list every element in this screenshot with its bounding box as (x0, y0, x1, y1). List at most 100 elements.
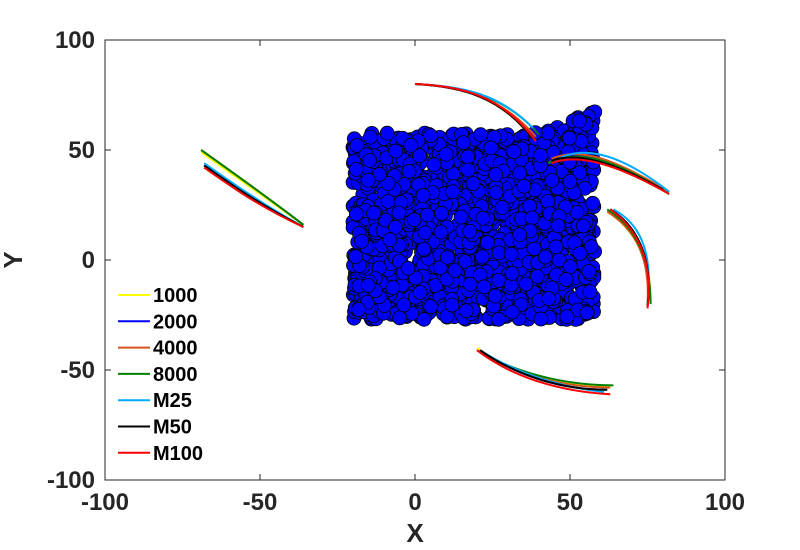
particle (360, 277, 376, 293)
particle (416, 311, 432, 327)
x-tick-label: 100 (705, 489, 745, 516)
y-tick-label: 0 (82, 247, 95, 274)
particle (540, 193, 556, 209)
particle (460, 162, 476, 178)
particle (348, 161, 364, 177)
particle (559, 309, 575, 325)
particle (426, 157, 442, 173)
particle (512, 165, 528, 181)
trajectory-m100 (609, 208, 650, 309)
particle (561, 130, 577, 146)
legend: 1000 2000 4000 8000 M25 M50 M100 (118, 285, 203, 465)
particle (392, 310, 408, 326)
particle (533, 147, 548, 163)
x-tick-label: -100 (81, 489, 129, 516)
particle (362, 129, 378, 145)
particle (412, 285, 428, 300)
particle (533, 311, 549, 327)
legend-label-m25: M25 (153, 390, 192, 412)
particle (473, 127, 489, 143)
particle (524, 210, 540, 226)
trajectory-m100 (414, 83, 537, 142)
legend-label-8000: 8000 (153, 364, 198, 386)
y-tick-label: -100 (47, 467, 95, 494)
legend-label-2000: 2000 (153, 311, 198, 333)
particle (572, 245, 588, 261)
particle (380, 175, 396, 191)
particle (518, 276, 534, 292)
particle (391, 205, 407, 221)
particle (348, 249, 364, 265)
particle (479, 235, 495, 251)
particle (433, 224, 449, 240)
particle (506, 144, 522, 160)
particle (474, 249, 490, 265)
particle (491, 245, 507, 261)
particle (491, 272, 507, 288)
particle-cloud (345, 104, 603, 327)
particle (348, 206, 364, 222)
particle (462, 223, 478, 239)
legend-label-m50: M50 (153, 417, 192, 439)
particle (349, 138, 365, 153)
y-axis-label: Y (0, 251, 28, 268)
x-axis-label: X (406, 518, 424, 548)
particle (544, 172, 560, 188)
particle (504, 266, 520, 281)
particle (488, 185, 504, 201)
y-tick-label: 100 (55, 27, 95, 54)
particle (366, 205, 382, 221)
x-tick-label: 50 (557, 489, 584, 516)
particle (438, 146, 454, 162)
x-tick-label: -50 (243, 489, 278, 516)
particle (487, 288, 503, 304)
particle (579, 305, 595, 321)
particle (562, 173, 578, 189)
particle (400, 260, 416, 276)
particle (537, 249, 553, 265)
particle (541, 291, 556, 306)
legend-label-m100: M100 (153, 443, 203, 465)
y-tick-label: 50 (68, 137, 95, 164)
tick-labels: -100 -50 0 50 100 -100 -50 0 50 100 (47, 27, 745, 516)
particle (488, 167, 504, 183)
particle (572, 113, 587, 129)
particle (388, 143, 404, 159)
particle (562, 259, 578, 275)
particle (379, 125, 395, 141)
particle (550, 218, 566, 234)
particle (460, 149, 476, 165)
particle (483, 140, 499, 156)
particle (455, 135, 471, 151)
particle (382, 232, 398, 248)
particle (583, 239, 599, 255)
particle (516, 178, 532, 194)
particle (417, 225, 433, 241)
particle (548, 239, 564, 255)
trajectory-m50 (479, 349, 608, 391)
particle (423, 299, 439, 315)
particle (387, 219, 403, 235)
particle (403, 137, 419, 153)
particle (558, 272, 574, 287)
legend-label-4000: 4000 (153, 338, 198, 360)
particle (419, 207, 435, 223)
particle (453, 209, 469, 225)
particle (423, 128, 439, 144)
particle (572, 165, 588, 181)
particle (494, 200, 510, 215)
particle (377, 212, 393, 228)
particle (503, 246, 519, 262)
particle (465, 176, 481, 192)
trajectory-m100 (476, 349, 611, 396)
particle (581, 263, 597, 279)
particle (475, 210, 491, 226)
particle (351, 302, 367, 317)
particle (396, 297, 412, 313)
trajectory-m100 (551, 158, 670, 195)
particle (416, 241, 432, 257)
trajectory-lines (200, 83, 670, 396)
particle (362, 152, 378, 168)
particle (406, 212, 422, 228)
